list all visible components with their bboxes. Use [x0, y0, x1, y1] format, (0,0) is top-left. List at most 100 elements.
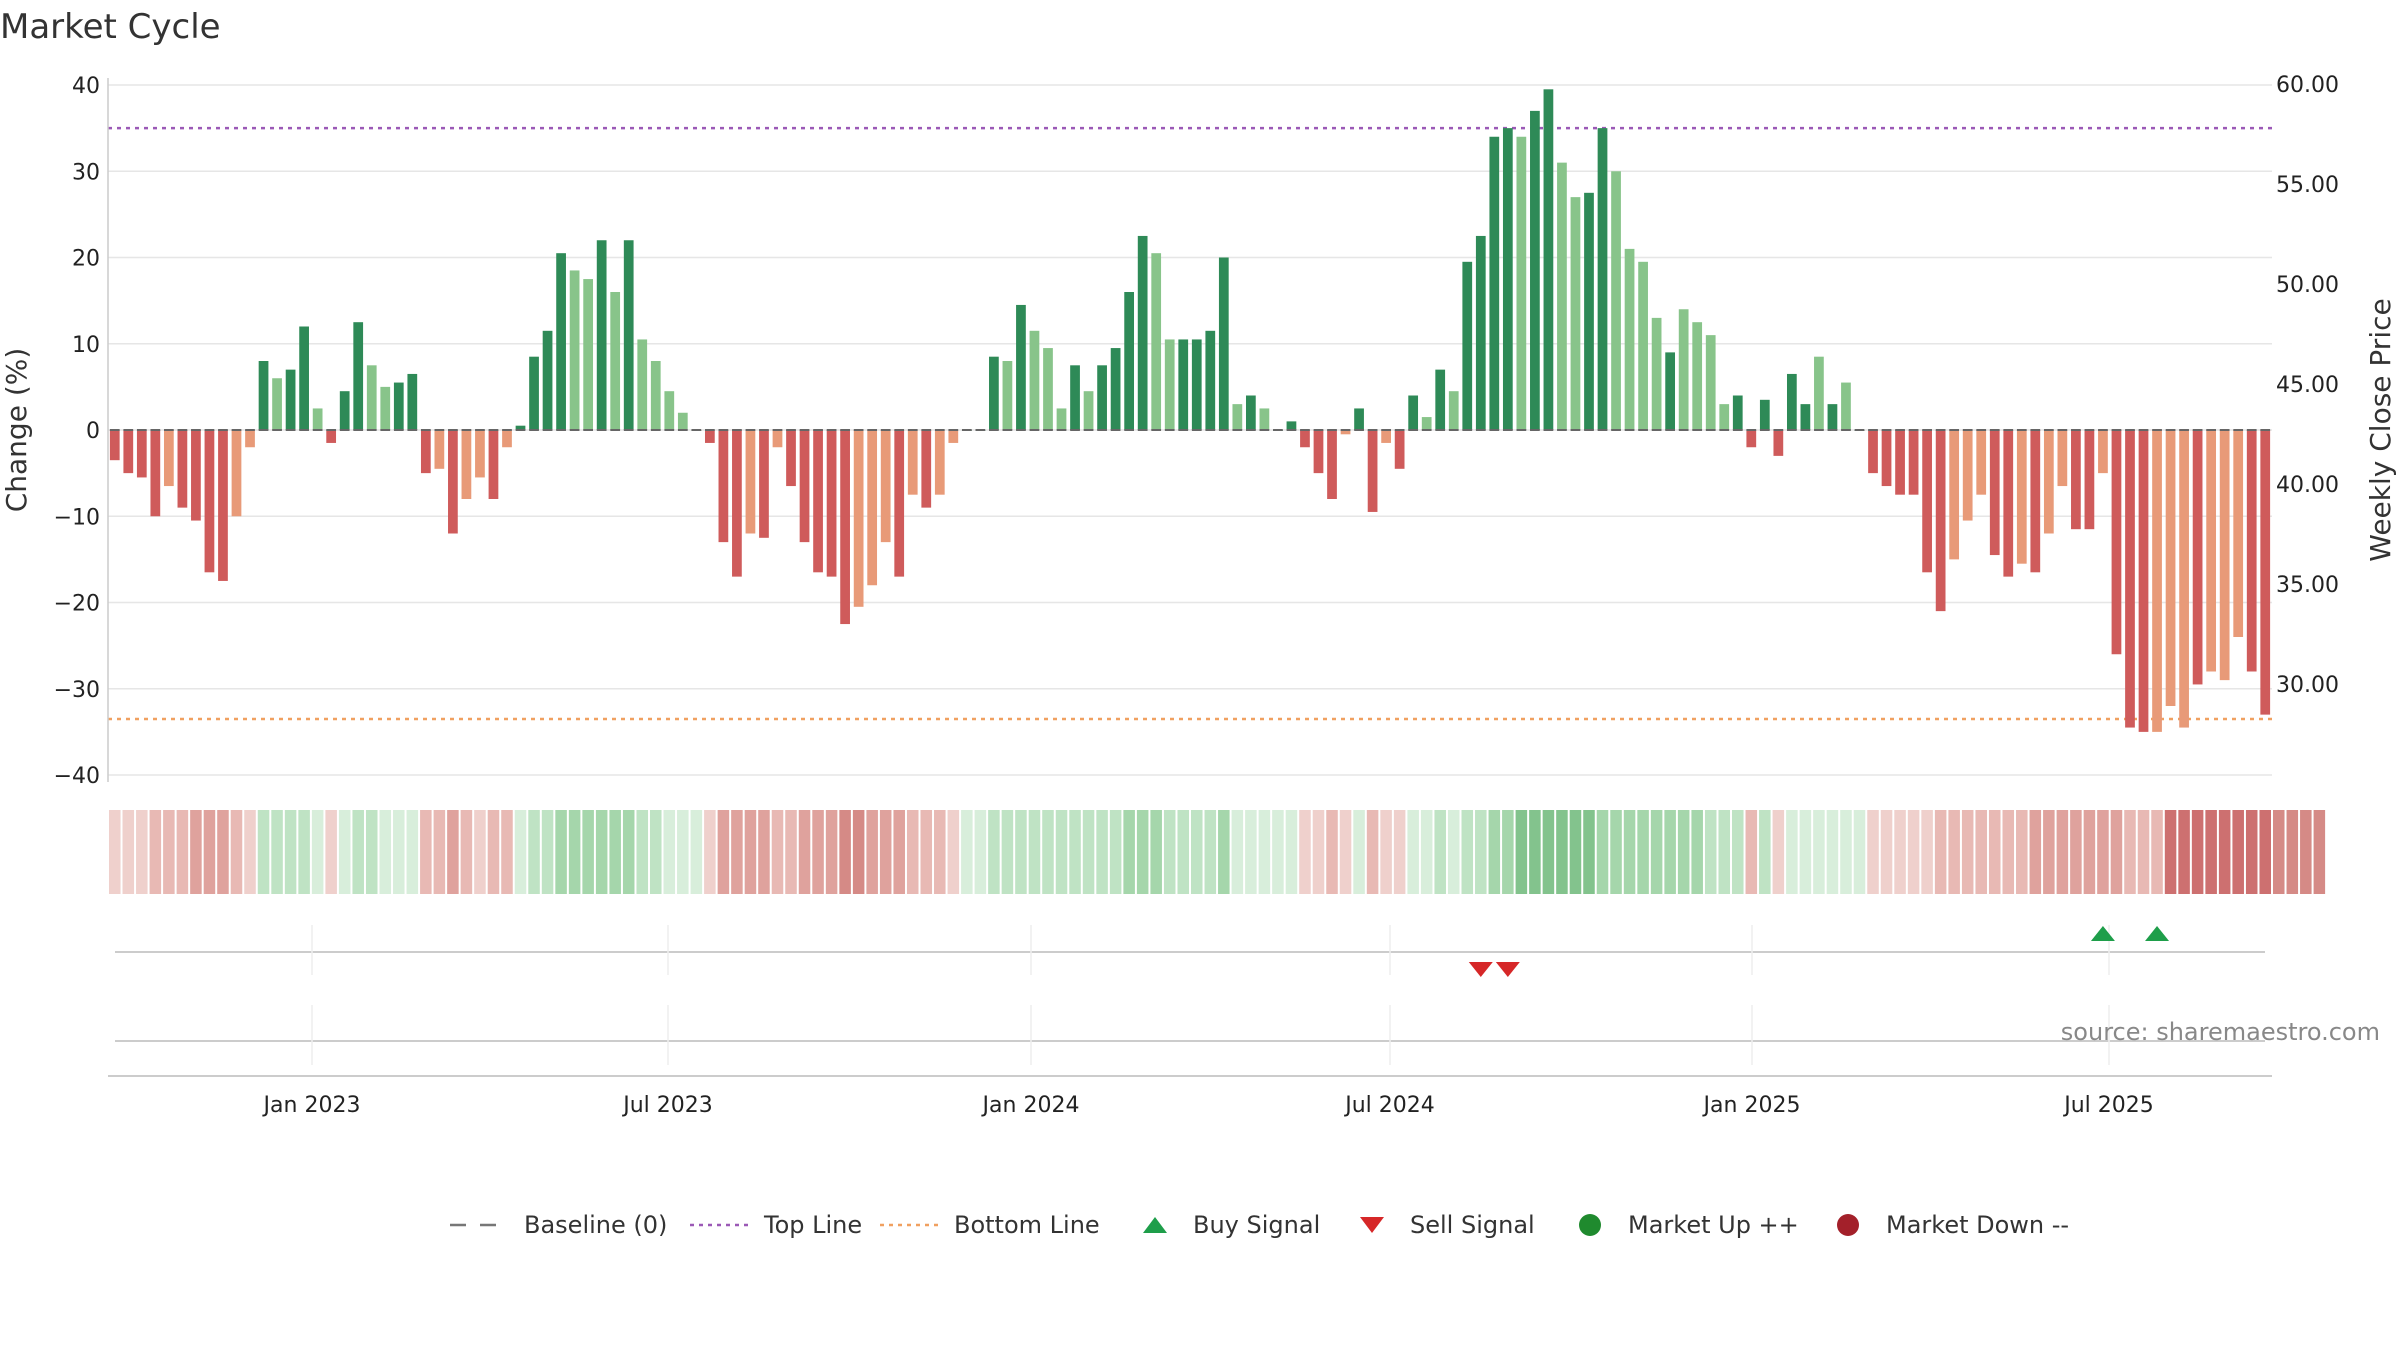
- heat-cell: [744, 810, 757, 894]
- heat-cell: [1393, 810, 1406, 894]
- heat-cell: [1299, 810, 1311, 894]
- bar: [1786, 373, 1797, 430]
- heat-cell: [1772, 810, 1785, 894]
- bar: [1638, 261, 1648, 430]
- bar: [610, 292, 621, 430]
- bar: [231, 430, 242, 517]
- bar: [515, 425, 526, 430]
- heat-cell: [1529, 810, 1541, 894]
- bar: [1381, 430, 1391, 443]
- y2-tick-label: 40.00: [2276, 473, 2339, 498]
- heat-cell: [2259, 810, 2271, 894]
- heat-cell: [1826, 810, 1839, 894]
- bar: [2057, 430, 2068, 487]
- heat-cell: [866, 810, 878, 894]
- bar: [826, 430, 837, 577]
- bar: [1421, 417, 1432, 430]
- heat-cell: [1028, 810, 1041, 894]
- heat-cell: [1285, 810, 1298, 894]
- heat-cell: [2029, 810, 2042, 894]
- heat-cell: [1380, 810, 1392, 894]
- bar: [1570, 197, 1581, 431]
- bar: [218, 430, 228, 581]
- bar: [1475, 235, 1486, 430]
- heat-cell: [1732, 810, 1744, 894]
- heat-cell: [906, 810, 919, 894]
- bar: [285, 369, 296, 431]
- heat-cell: [812, 810, 824, 894]
- bar: [1692, 322, 1703, 430]
- heat-cell: [1150, 810, 1162, 894]
- bar: [1814, 356, 1824, 430]
- bar: [339, 391, 350, 430]
- bar: [1841, 382, 1851, 430]
- heat-cell: [2016, 810, 2028, 894]
- bar: [1827, 404, 1838, 431]
- bar: [1881, 430, 1892, 487]
- heat-cell: [609, 810, 621, 894]
- heat-cell: [2164, 810, 2177, 894]
- heat-cell: [595, 810, 608, 894]
- bar: [1935, 430, 1946, 612]
- heat-cell: [325, 810, 337, 894]
- heat-cell: [1718, 810, 1731, 894]
- bar: [853, 430, 864, 607]
- legend-label: Sell Signal: [1410, 1211, 1535, 1239]
- heat-cell: [1623, 810, 1636, 894]
- bar: [2084, 430, 2095, 530]
- heat-cell: [298, 810, 310, 894]
- y-tick-label: 40: [72, 74, 100, 99]
- heat-cell: [1840, 810, 1852, 894]
- heat-cell: [2137, 810, 2150, 894]
- heat-cell: [1988, 810, 2001, 894]
- heat-cell: [2232, 810, 2244, 894]
- heat-cell: [190, 810, 202, 894]
- heat-cell: [365, 810, 378, 894]
- bar: [583, 279, 594, 430]
- bar: [1070, 365, 1080, 430]
- bar: [1922, 430, 1932, 573]
- heat-cell: [136, 810, 148, 894]
- bar: [366, 365, 377, 430]
- bar: [2016, 430, 2027, 564]
- bar: [461, 430, 472, 499]
- heat-cell: [2056, 810, 2069, 894]
- heat-cell: [1745, 810, 1758, 894]
- heat-cell: [2070, 810, 2082, 894]
- gridlines: [108, 84, 2272, 776]
- bar: [1719, 404, 1730, 431]
- heat-cell: [406, 810, 419, 894]
- bar: [569, 270, 580, 430]
- heat-cell: [650, 810, 662, 894]
- heat-cell: [1853, 810, 1866, 894]
- bar: [1949, 430, 1960, 560]
- bar: [488, 430, 499, 499]
- heat-cell: [203, 810, 216, 894]
- bar: [623, 240, 634, 430]
- heat-cell: [1961, 810, 1974, 894]
- bar: [867, 430, 878, 586]
- bar: [109, 430, 120, 461]
- heat-cell: [704, 810, 716, 894]
- bar: [745, 430, 756, 534]
- heat-cell: [1353, 810, 1365, 894]
- heat-cell: [541, 810, 554, 894]
- heat-cell: [879, 810, 892, 894]
- heat-cell: [217, 810, 229, 894]
- heat-cell: [785, 810, 797, 894]
- y-tick-label: 30: [72, 160, 100, 185]
- heat-cell: [1096, 810, 1108, 894]
- bar: [1327, 430, 1337, 499]
- bar: [2098, 430, 2108, 474]
- sell-signal-marker: [1495, 962, 1520, 977]
- bar: [732, 430, 742, 577]
- bar: [1489, 136, 1500, 430]
- bar: [434, 430, 445, 469]
- bar: [502, 430, 512, 448]
- bar: [191, 430, 201, 521]
- heat-cell: [1867, 810, 1879, 894]
- heat-cell: [582, 810, 594, 894]
- heat-cell: [338, 810, 351, 894]
- heat-cell: [1069, 810, 1081, 894]
- heat-cell: [2218, 810, 2231, 894]
